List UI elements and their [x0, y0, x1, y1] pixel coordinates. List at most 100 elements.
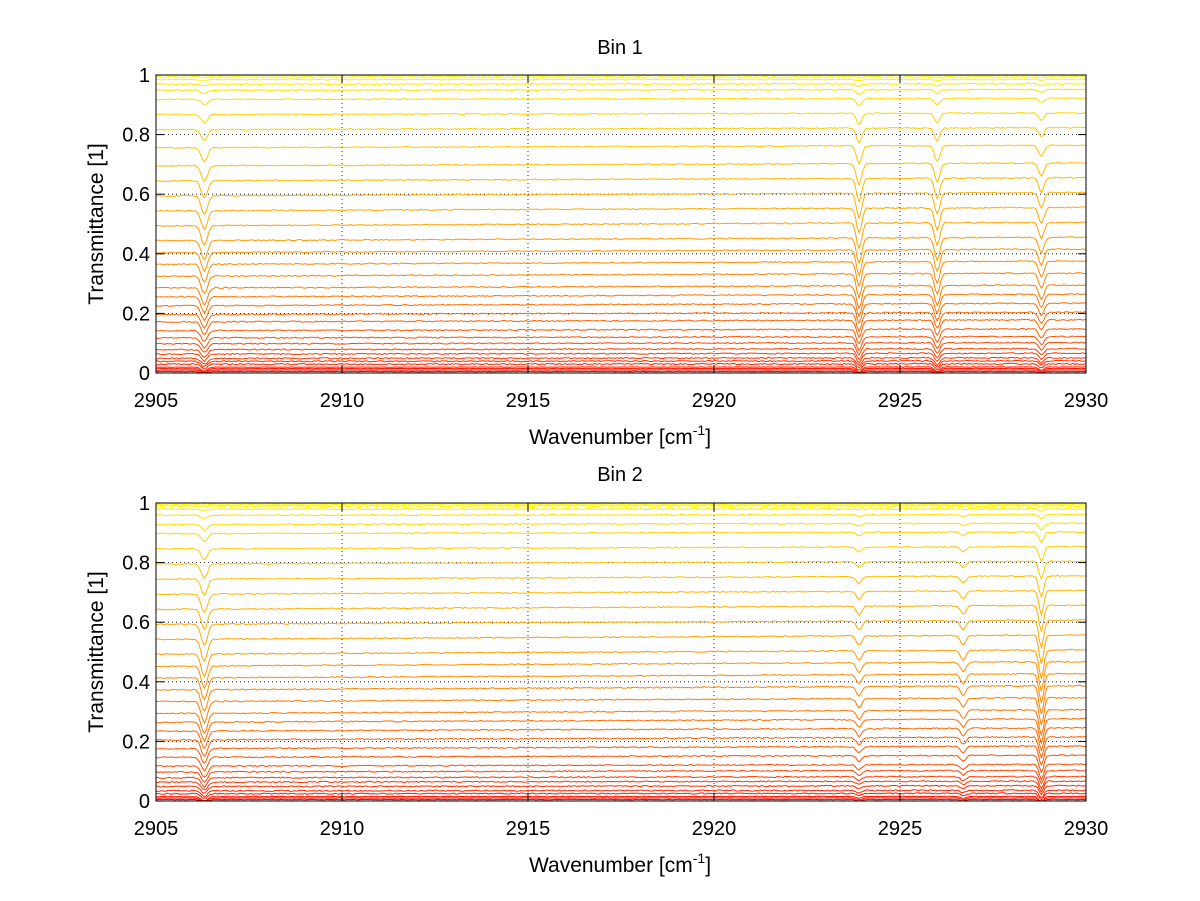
series-line: [155, 74, 1087, 77]
x-axis-label-suffix: ]: [705, 426, 711, 449]
series-line: [155, 111, 1087, 126]
x-tick-label: 2910: [320, 390, 365, 412]
x-tick-label: 2930: [1064, 818, 1109, 840]
x-tick-label: 2930: [1064, 390, 1109, 412]
series-line: [155, 369, 1087, 374]
y-tick-label: 1: [139, 65, 150, 87]
x-tick-labels: 2905 2910 2915 2920 2925 2930: [134, 390, 1109, 412]
series-line: [155, 88, 1087, 96]
series-line: [155, 272, 1087, 300]
x-tick-labels: 2905 2910 2915 2920 2925 2930: [134, 818, 1109, 840]
x-axis-label: Wavenumber [cm-1]: [529, 850, 711, 877]
y-tick-label: 0.4: [122, 244, 150, 266]
y-tick-labels: 0 0.2 0.4 0.6 0.8 1: [122, 65, 150, 385]
series-lines: [155, 74, 1087, 374]
series-line: [155, 370, 1087, 374]
series-line: [155, 754, 1087, 774]
series-line: [156, 696, 1087, 726]
series-line: [155, 302, 1087, 325]
y-tick-label: 0.8: [122, 125, 150, 147]
series-line: [155, 327, 1087, 345]
series-line: [155, 284, 1087, 310]
series-line: [155, 206, 1087, 235]
y-tick-label: 0.2: [122, 303, 150, 325]
x-axis-label-superscript: -1: [693, 850, 706, 866]
series-line: [156, 795, 1087, 802]
series-line: [156, 367, 1087, 374]
series-lines: [155, 502, 1087, 802]
series-line: [155, 574, 1087, 599]
series-line: [156, 507, 1087, 512]
series-line: [155, 161, 1087, 187]
series-line: [156, 763, 1087, 782]
series-line: [156, 356, 1087, 367]
series-line: [155, 708, 1087, 737]
series-line: [155, 359, 1086, 369]
x-tick-label: 2925: [878, 390, 923, 412]
x-tick-label: 2905: [134, 818, 179, 840]
series-line: [155, 335, 1087, 352]
series-line: [156, 797, 1087, 802]
series-line: [155, 530, 1087, 544]
series-line: [155, 798, 1087, 802]
series-line: [156, 726, 1087, 753]
series-line: [155, 144, 1087, 165]
x-axis-label-main: Wavenumber [cm: [529, 426, 693, 449]
series-line: [155, 618, 1087, 650]
series-line: [156, 97, 1086, 107]
subplot-bin-2: Bin 2 2905 2910 2915 2920 2925 2930 0 0.2 0.4 0.…: [85, 464, 1108, 877]
series-line: [155, 769, 1087, 785]
series-line: [155, 176, 1087, 204]
plot-frame: [155, 502, 1087, 802]
series-line: [155, 660, 1087, 692]
series-line: [155, 293, 1087, 318]
series-line: [155, 560, 1087, 581]
x-tick-label: 2915: [506, 818, 551, 840]
x-tick-label: 2925: [878, 818, 923, 840]
y-tick-label: 0: [139, 363, 150, 385]
x-axis-label: Wavenumber [cm-1]: [529, 422, 711, 449]
series-line: [155, 648, 1086, 679]
y-tick-label: 1: [139, 493, 150, 515]
tick-marks: [155, 74, 1087, 374]
series-line: [155, 341, 1087, 357]
chart-title: Bin 1: [597, 37, 643, 59]
x-tick-label: 2910: [320, 818, 365, 840]
series-line: [155, 745, 1087, 767]
series-line: [155, 634, 1087, 664]
y-tick-label: 0.6: [122, 612, 150, 634]
x-tick-label: 2920: [692, 818, 737, 840]
series-line: [155, 366, 1087, 374]
series-line: [155, 260, 1087, 288]
series-line: [155, 775, 1087, 790]
subplot-bin-1: Bin 1 2905 2910 2915 2920 2925 2930 0 0.2 0.4 0.…: [85, 37, 1108, 449]
y-tick-label: 0.8: [122, 553, 150, 575]
x-tick-label: 2920: [692, 390, 737, 412]
series-line: [155, 735, 1087, 760]
series-line: [155, 347, 1087, 361]
series-line: [155, 236, 1086, 265]
series-line: [155, 221, 1087, 250]
series-line: [155, 684, 1087, 715]
series-line: [155, 191, 1087, 220]
series-line: [156, 78, 1087, 82]
series-line: [155, 126, 1087, 145]
y-tick-label: 0.4: [122, 672, 150, 694]
series-line: [155, 604, 1087, 632]
series-line: [155, 784, 1087, 796]
plot-frame: [155, 74, 1087, 374]
series-line: [155, 717, 1087, 746]
series-line: [155, 672, 1087, 703]
series-line: [155, 248, 1087, 278]
y-tick-label: 0.2: [122, 731, 150, 753]
chart-title: Bin 2: [597, 464, 643, 486]
x-axis-label-main: Wavenumber [cm: [529, 854, 693, 877]
x-axis-label-suffix: ]: [705, 854, 711, 877]
series-line: [156, 311, 1087, 333]
series-line: [156, 504, 1087, 508]
series-line: [155, 589, 1087, 617]
series-line: [155, 545, 1087, 563]
series-line: [155, 318, 1087, 339]
y-tick-label: 0: [139, 791, 150, 813]
